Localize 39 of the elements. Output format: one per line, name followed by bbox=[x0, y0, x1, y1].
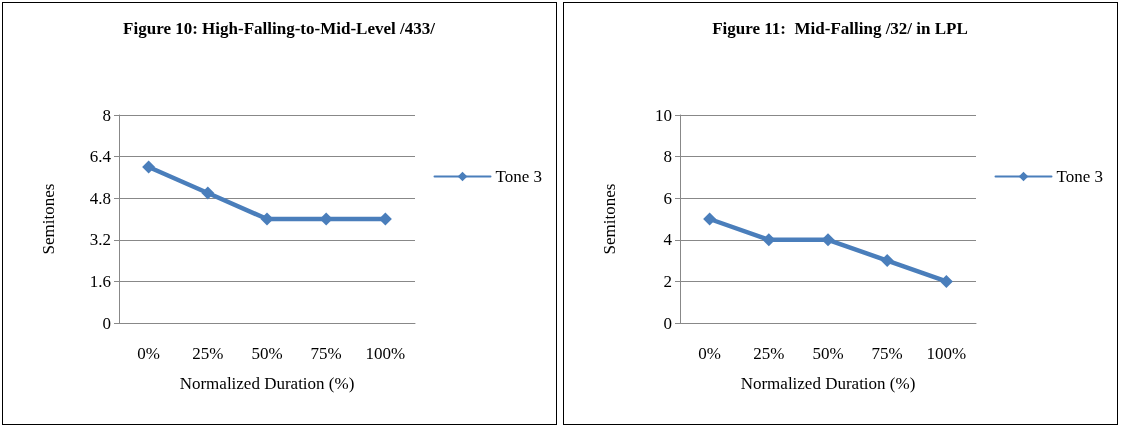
x-axis-title: Normalized Duration (%) bbox=[179, 374, 355, 393]
point bbox=[260, 212, 274, 226]
point bbox=[821, 233, 835, 247]
x-tick-label: 75% bbox=[871, 344, 903, 363]
y-tick-label: 2 bbox=[663, 271, 672, 291]
y-tick-label: 1.6 bbox=[89, 271, 111, 291]
chart-title: Figure 11: Mid-Falling /32/ in LPL bbox=[712, 19, 968, 38]
y-tick-label: 4.8 bbox=[89, 188, 111, 208]
y-tick-label: 6 bbox=[663, 188, 672, 208]
point bbox=[762, 233, 776, 247]
y-tick-label: 0 bbox=[102, 313, 111, 333]
legend-label: Tone 3 bbox=[495, 167, 543, 186]
point bbox=[201, 186, 215, 200]
x-tick-label: 25% bbox=[753, 344, 785, 363]
point bbox=[880, 254, 894, 268]
x-tick-label: 25% bbox=[192, 344, 224, 363]
y-tick-label: 0 bbox=[663, 313, 672, 333]
y-tick-label: 3.2 bbox=[89, 230, 111, 250]
x-tick-label: 50% bbox=[812, 344, 844, 363]
point bbox=[319, 212, 333, 226]
point bbox=[703, 212, 717, 226]
point bbox=[939, 274, 953, 288]
y-tick-label: 8 bbox=[102, 105, 111, 125]
x-tick-label: 0% bbox=[698, 344, 721, 363]
y-tick-label: 4 bbox=[663, 230, 673, 250]
legend-label: Tone 3 bbox=[1056, 167, 1104, 186]
x-tick-label: 75% bbox=[310, 344, 342, 363]
x-tick-label: 50% bbox=[251, 344, 283, 363]
x-tick-label: 100% bbox=[926, 344, 967, 363]
y-tick-label: 8 bbox=[663, 147, 672, 167]
y-tick-label: 10 bbox=[655, 105, 672, 125]
point bbox=[142, 160, 156, 174]
x-tick-label: 100% bbox=[365, 344, 406, 363]
y-axis-title: Semitones bbox=[39, 183, 58, 255]
chart-title: Figure 10: High-Falling-to-Mid-Level /433/ bbox=[123, 19, 436, 38]
x-axis-title: Normalized Duration (%) bbox=[740, 374, 916, 393]
y-axis-title: Semitones bbox=[600, 183, 619, 255]
y-tick-label: 6.4 bbox=[89, 147, 112, 167]
x-tick-label: 0% bbox=[137, 344, 160, 363]
